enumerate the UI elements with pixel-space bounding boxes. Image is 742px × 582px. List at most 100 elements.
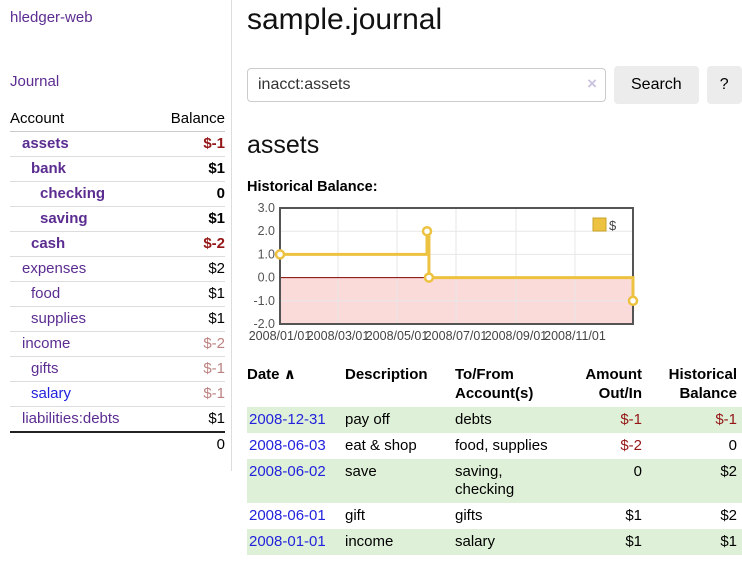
account-link[interactable]: assets (22, 135, 69, 152)
table-row: 2008-06-01 gift gifts $1 $2 (247, 503, 742, 529)
account-row: bank $1 (10, 156, 225, 182)
brand-link[interactable]: hledger-web (10, 9, 93, 26)
account-heading: assets (247, 131, 320, 159)
search-input-wrap: × (247, 68, 606, 102)
account-balance: $1 (208, 160, 225, 177)
data-point-marker (423, 272, 435, 283)
account-balance: 0 (216, 185, 225, 202)
clear-search-icon[interactable]: × (587, 74, 597, 93)
svg-text:2008/05/01: 2008/05/01 (366, 329, 429, 343)
data-point-marker (274, 249, 286, 260)
account-link[interactable]: cash (31, 235, 66, 252)
accounts-table: Account Balance assets $-1 bank $1 checking 0… (10, 107, 225, 457)
accounts-total-value: 0 (216, 436, 225, 453)
register-table-body: 2008-12-31 pay off debts $-1 $-1 2008-06-03 ea… (247, 407, 742, 555)
sidebar-item-journal[interactable]: Journal (10, 73, 60, 90)
transaction-description: pay off (345, 411, 390, 428)
chart-title: Historical Balance: (247, 179, 378, 195)
svg-text:2008/01/01: 2008/01/01 (249, 329, 312, 343)
account-link[interactable]: salary (31, 385, 72, 402)
accounts-header-balance: Balance (153, 107, 225, 132)
transaction-amount: 0 (633, 463, 642, 480)
account-row: supplies $1 (10, 306, 225, 332)
account-link[interactable]: liabilities:debts (22, 410, 120, 427)
account-link[interactable]: expenses (22, 260, 87, 277)
transaction-accounts: debts (455, 411, 492, 428)
account-row: salary $-1 (10, 381, 225, 407)
accounts-total-row: 0 (10, 432, 225, 457)
account-link[interactable]: supplies (31, 310, 87, 327)
account-link[interactable]: income (22, 335, 71, 352)
svg-text:3.0: 3.0 (258, 201, 275, 215)
svg-text:0.0: 0.0 (258, 271, 275, 285)
register-table: Date ∧ Description To/From Account(s) Am… (247, 363, 742, 555)
accounts-table-header-row: Account Balance (10, 107, 225, 132)
account-link[interactable]: food (31, 285, 61, 302)
account-link[interactable]: saving (40, 210, 88, 227)
account-balance: $-2 (203, 335, 225, 352)
transaction-date-link[interactable]: 2008-12-31 (249, 411, 326, 428)
sidebar: hledger-web Journal Account Balance asse… (0, 0, 232, 471)
transaction-amount: $1 (625, 533, 642, 550)
historical-balance-chart: $3.0 2.0 1.0 0.0 -1.0 -2.0 2008/01/01 2008/03/0… (247, 201, 742, 346)
search-input[interactable] (247, 68, 606, 102)
accounts-header-account: Account (10, 107, 154, 132)
page-title: sample.journal (247, 3, 443, 36)
account-balance: $1 (208, 310, 225, 327)
account-balance: $1 (208, 285, 225, 302)
account-balance: $-2 (203, 235, 225, 252)
svg-text:2008/11/01: 2008/11/01 (544, 329, 606, 343)
transaction-description: income (345, 533, 394, 550)
transaction-accounts: food, supplies (455, 437, 548, 454)
table-row: 2008-06-03 eat & shop food, supplies $-2 0 (247, 433, 742, 459)
data-point-marker (627, 295, 639, 307)
account-row: cash $-2 (10, 231, 225, 257)
search-button[interactable]: Search (614, 66, 699, 104)
app: hledger-web Journal Account Balance asse… (0, 0, 742, 555)
transaction-balance: $1 (720, 533, 737, 550)
transaction-balance: $-1 (715, 411, 737, 428)
transaction-date-link[interactable]: 2008-06-02 (249, 463, 326, 480)
transaction-amount: $1 (625, 507, 642, 524)
data-point-marker (421, 225, 433, 237)
accounts-table-body: assets $-1 bank $1 checking 0 saving $1 cash $-2 e… (10, 132, 225, 433)
transaction-date-link[interactable]: 2008-01-01 (249, 533, 326, 550)
column-header-date[interactable]: Date ∧ (247, 366, 296, 383)
transaction-date-link[interactable]: 2008-06-03 (249, 437, 326, 454)
sort-asc-icon: ∧ (283, 366, 296, 383)
column-header-accounts: To/From Account(s) (455, 366, 534, 402)
transaction-description: save (345, 463, 377, 480)
register-header-row: Date ∧ Description To/From Account(s) Am… (247, 363, 742, 407)
account-link[interactable]: gifts (31, 360, 59, 377)
transaction-balance: 0 (728, 437, 737, 454)
account-link[interactable]: bank (31, 160, 67, 177)
account-balance: $2 (208, 260, 225, 277)
column-header-amount: Amount Out/In (585, 366, 642, 402)
transaction-date-link[interactable]: 2008-06-01 (249, 507, 326, 524)
account-balance: $-1 (203, 360, 225, 377)
account-row: income $-2 (10, 331, 225, 357)
account-balance: $-1 (203, 135, 225, 152)
transaction-accounts: saving, checking (455, 463, 515, 498)
transaction-description: eat & shop (345, 437, 417, 454)
search-form: × Search ? (247, 66, 742, 104)
main-content: sample.journal × Search ? assets Histori… (232, 0, 742, 555)
account-row: food $1 (10, 281, 225, 307)
account-link[interactable]: checking (40, 185, 106, 202)
legend-swatch (592, 217, 607, 232)
accounts-total-spacer (10, 432, 154, 457)
svg-text:-2.0: -2.0 (253, 317, 275, 331)
transaction-balance: $2 (720, 507, 737, 524)
help-button[interactable]: ? (706, 66, 742, 104)
svg-text:2008/09/01: 2008/09/01 (485, 329, 548, 343)
account-row: gifts $-1 (10, 356, 225, 382)
account-row: checking 0 (10, 181, 225, 207)
account-row: liabilities:debts $1 (10, 406, 225, 433)
svg-text:2008/07/01: 2008/07/01 (425, 329, 488, 343)
legend-label: $ (609, 218, 617, 233)
account-row: expenses $2 (10, 256, 225, 282)
account-balance: $1 (208, 410, 225, 427)
account-row: assets $-1 (10, 132, 225, 157)
table-row: 2008-12-31 pay off debts $-1 $-1 (247, 407, 742, 433)
svg-text:2.0: 2.0 (258, 224, 275, 238)
